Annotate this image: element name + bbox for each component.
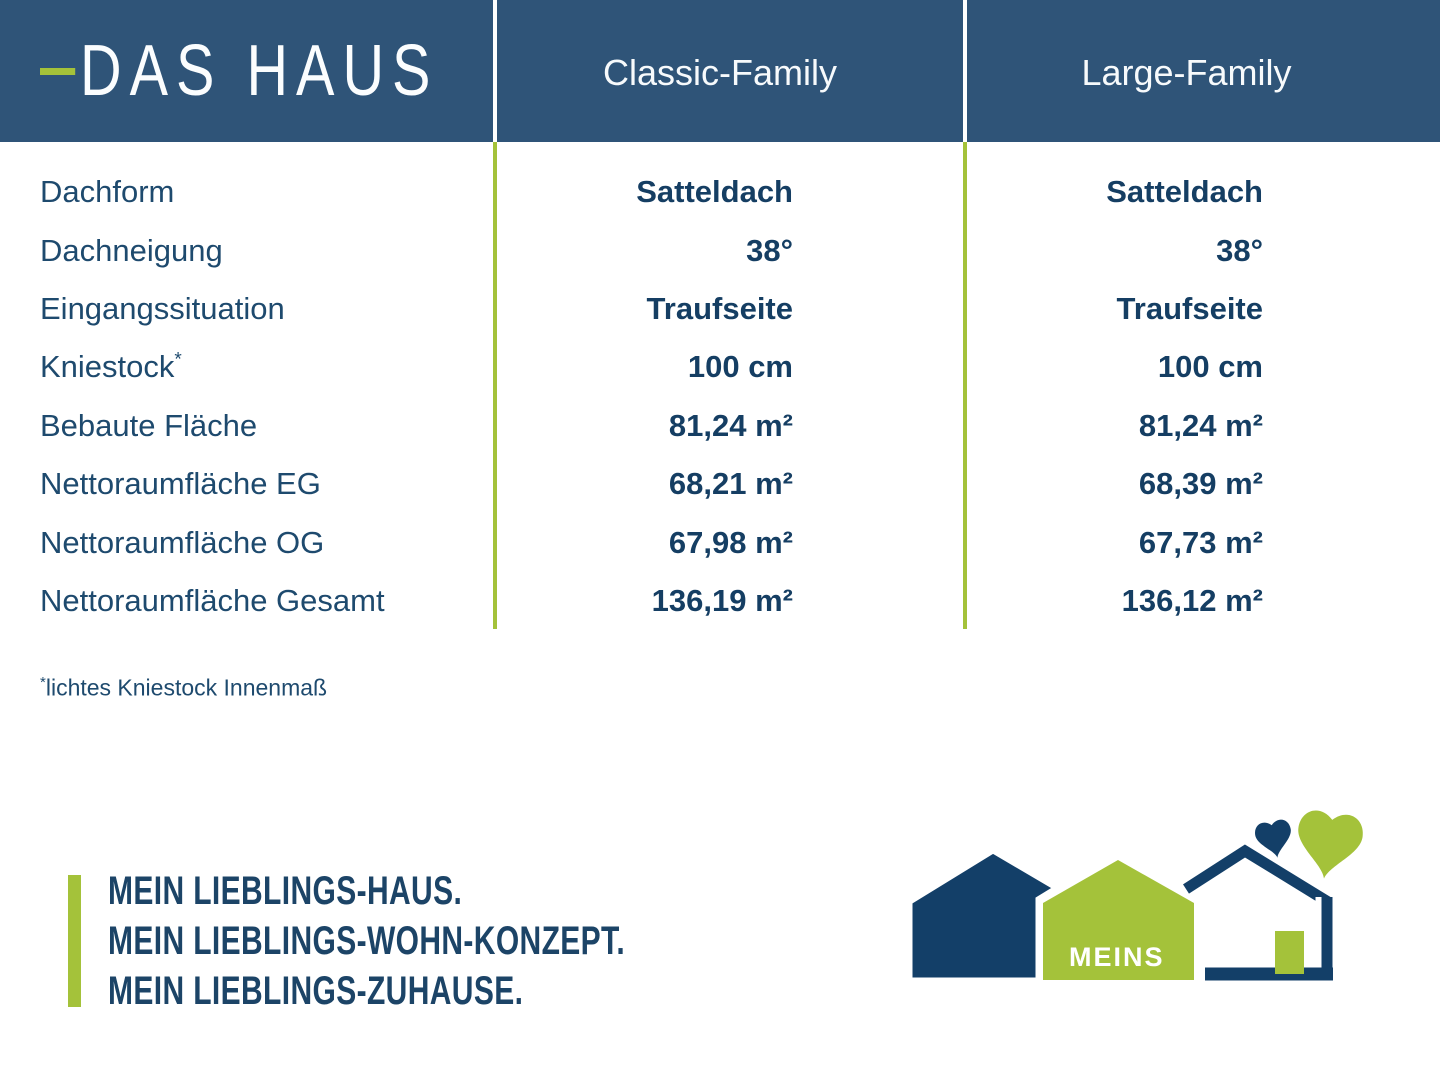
slogan-accent-bar xyxy=(68,875,81,1007)
divider-white-1 xyxy=(493,0,497,142)
house-door-icon xyxy=(1275,931,1304,974)
meins-houses-logo: MEINS xyxy=(907,810,1363,983)
spec-row-label: Kniestock* xyxy=(40,349,182,385)
spec-value-classic: 38° xyxy=(746,232,793,268)
spec-row-label: Eingangssituation xyxy=(40,290,285,326)
footnote-asterisk: * xyxy=(40,674,46,691)
spec-value-large: Traufseite xyxy=(1116,290,1263,326)
logo-wordmark: MEINS xyxy=(1069,942,1165,972)
spec-value-large: Satteldach xyxy=(1106,174,1263,210)
small-heart-icon xyxy=(1255,819,1291,858)
spec-row-label: Nettoraumfläche EG xyxy=(40,466,321,502)
divider-white-2 xyxy=(963,0,967,142)
divider-green-1 xyxy=(493,142,497,629)
slogan-line-1: MEIN LIEBLINGS-HAUS. xyxy=(108,869,463,913)
large-heart-icon xyxy=(1298,810,1363,879)
header-bar xyxy=(0,0,1440,142)
slogan-line-2: MEIN LIEBLINGS-WOHN-KONZEPT. xyxy=(108,919,626,963)
title-underscore-accent xyxy=(40,67,76,75)
spec-row-label: Dachneigung xyxy=(40,232,223,268)
spec-table-body: Dachform Satteldach Satteldach Dachneigu… xyxy=(0,163,1440,630)
footnote-text: lichtes Kniestock Innenmaß xyxy=(45,674,328,701)
spec-value-classic: 100 cm xyxy=(687,349,793,385)
spec-value-classic: 68,21 m² xyxy=(668,466,793,502)
spec-value-large: 38° xyxy=(1216,232,1263,268)
footnote: *lichtes Kniestock Innenmaß xyxy=(40,674,327,702)
spec-value-large: 67,73 m² xyxy=(1138,524,1263,560)
green-house-icon xyxy=(1043,860,1194,980)
outline-house-roof-icon xyxy=(1183,844,1336,910)
page-title: DAS HAUS xyxy=(40,0,438,142)
divider-green-2 xyxy=(963,142,967,629)
spec-value-classic: 67,98 m² xyxy=(668,524,793,560)
spec-row-label: Nettoraumfläche Gesamt xyxy=(40,582,385,618)
spec-value-classic: 81,24 m² xyxy=(668,407,793,443)
spec-value-large: 68,39 m² xyxy=(1138,466,1263,502)
spec-value-classic: Traufseite xyxy=(646,290,793,326)
page-title-text: DAS HAUS xyxy=(80,31,439,111)
column-header-classic-family: Classic-Family xyxy=(603,52,837,93)
dark-house-icon xyxy=(907,848,1061,983)
spec-row-label: Bebaute Fläche xyxy=(40,407,258,443)
slogan-lines: MEIN LIEBLINGS-HAUS. MEIN LIEBLINGS-WOHN… xyxy=(108,866,625,1016)
spec-row-label: Dachform xyxy=(40,174,175,210)
slogan-line-3: MEIN LIEBLINGS-ZUHAUSE. xyxy=(108,969,524,1013)
footnote-marker: * xyxy=(174,350,182,372)
spec-value-large: 100 cm xyxy=(1157,349,1263,385)
spec-value-classic: 136,19 m² xyxy=(651,582,793,618)
spec-value-large: 136,12 m² xyxy=(1121,582,1263,618)
column-header-large-family: Large-Family xyxy=(1081,52,1292,93)
spec-row-label: Nettoraumfläche OG xyxy=(40,524,325,560)
slogan-block: MEIN LIEBLINGS-HAUS. MEIN LIEBLINGS-WOHN… xyxy=(68,869,798,1013)
spec-value-classic: Satteldach xyxy=(636,174,793,210)
spec-value-large: 81,24 m² xyxy=(1138,407,1263,443)
